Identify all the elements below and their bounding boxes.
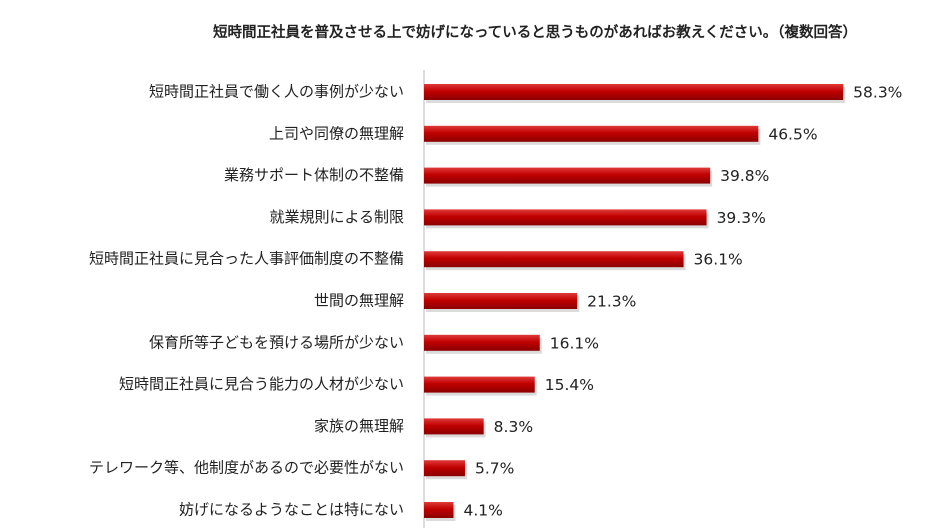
bar (424, 167, 711, 184)
category-label: 短時間正社員で働く人の事例が少ない (149, 83, 404, 101)
bar (424, 209, 707, 226)
category-label: 業務サポート体制の不整備 (224, 166, 404, 184)
bar (424, 460, 465, 477)
value-label: 16.1% (550, 334, 599, 352)
category-label: 就業規則による制限 (269, 208, 404, 226)
value-label: 15.4% (545, 376, 594, 394)
value-label: 21.3% (587, 293, 636, 311)
bar (424, 418, 484, 435)
bar (424, 84, 844, 100)
category-label: テレワーク等、他制度があるので必要性がない (89, 459, 404, 477)
value-label: 39.3% (717, 209, 766, 227)
value-label: 39.8% (720, 167, 769, 185)
chart-title: 短時間正社員を普及させる上で妨げになっていると思うものがあればお教えください。（… (213, 23, 857, 41)
category-label: 妨げになるようなことは特にない (179, 501, 404, 519)
value-label: 4.1% (463, 502, 502, 520)
bar (424, 293, 578, 309)
bar (424, 334, 540, 351)
bar (424, 125, 759, 142)
category-label: 保育所等子どもを預ける場所が少ない (149, 333, 404, 351)
value-label: 58.3% (853, 84, 902, 102)
category-label: 短時間正社員に見合う能力の人材が少ない (119, 375, 404, 393)
category-label: 短時間正社員に見合った人事評価制度の不整備 (89, 250, 404, 268)
bar (424, 502, 454, 518)
value-label: 5.7% (475, 460, 514, 478)
bar (424, 251, 684, 268)
bar (424, 376, 535, 393)
value-label: 36.1% (694, 251, 743, 269)
value-label: 8.3% (494, 418, 533, 436)
category-label: 上司や同僚の無理解 (269, 124, 404, 142)
category-label: 家族の無理解 (314, 417, 404, 435)
value-label: 46.5% (768, 125, 817, 143)
category-label: 世間の無理解 (314, 292, 404, 310)
